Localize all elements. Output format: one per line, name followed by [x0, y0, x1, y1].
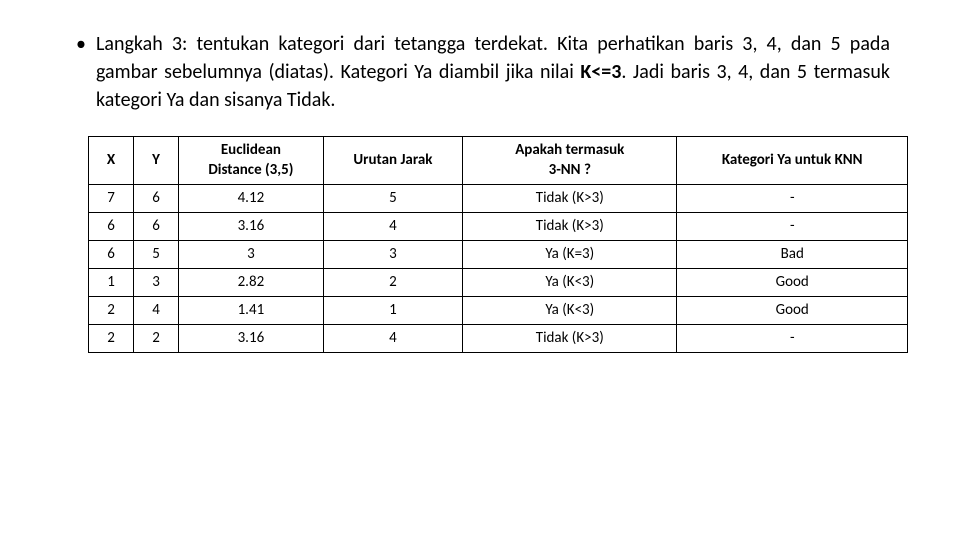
table-row: 663.164Tidak (K>3)- [89, 212, 908, 240]
th-e: EuclideanDistance (3,5) [179, 137, 324, 185]
td-y: 6 [134, 212, 179, 240]
th-x: X [89, 137, 134, 185]
knn-table: XYEuclideanDistance (3,5)Urutan JarakApa… [88, 136, 908, 353]
td-a: Tidak (K>3) [463, 184, 677, 212]
paragraph-bold: K<=3 [580, 60, 621, 84]
td-u: 4 [323, 212, 462, 240]
td-k: Bad [677, 240, 908, 268]
th-line2: Distance (3,5) [185, 160, 317, 180]
th-u: Urutan Jarak [323, 137, 462, 185]
table-row: 6533Ya (K=3)Bad [89, 240, 908, 268]
th-k: Kategori Ya untuk KNN [677, 137, 908, 185]
td-x: 2 [89, 324, 134, 352]
td-x: 6 [89, 212, 134, 240]
td-k: Good [677, 296, 908, 324]
td-x: 2 [89, 296, 134, 324]
td-k: - [677, 324, 908, 352]
table-row: 241.411Ya (K<3)Good [89, 296, 908, 324]
td-k: Good [677, 268, 908, 296]
td-y: 2 [134, 324, 179, 352]
bullet-marker: • [76, 30, 86, 58]
table-header-row: XYEuclideanDistance (3,5)Urutan JarakApa… [89, 137, 908, 185]
td-u: 1 [323, 296, 462, 324]
td-u: 3 [323, 240, 462, 268]
table-row: 132.822Ya (K<3)Good [89, 268, 908, 296]
th-a: Apakah termasuk3-NN ? [463, 137, 677, 185]
th-line2: 3-NN ? [469, 160, 670, 180]
th-y: Y [134, 137, 179, 185]
table-head: XYEuclideanDistance (3,5)Urutan JarakApa… [89, 137, 908, 185]
table-body: 764.125Tidak (K>3)-663.164Tidak (K>3)-65… [89, 184, 908, 352]
td-e: 3.16 [179, 212, 324, 240]
bullet-item: • Langkah 3: tentukan kategori dari teta… [70, 30, 890, 114]
td-a: Tidak (K>3) [463, 212, 677, 240]
step-paragraph: Langkah 3: tentukan kategori dari tetang… [96, 30, 890, 114]
td-k: - [677, 212, 908, 240]
td-k: - [677, 184, 908, 212]
td-y: 4 [134, 296, 179, 324]
td-y: 3 [134, 268, 179, 296]
td-e: 1.41 [179, 296, 324, 324]
td-x: 6 [89, 240, 134, 268]
td-e: 3.16 [179, 324, 324, 352]
td-a: Ya (K<3) [463, 268, 677, 296]
td-a: Ya (K=3) [463, 240, 677, 268]
td-x: 7 [89, 184, 134, 212]
td-a: Ya (K<3) [463, 296, 677, 324]
td-y: 6 [134, 184, 179, 212]
th-line1: Apakah termasuk [469, 140, 670, 160]
td-u: 2 [323, 268, 462, 296]
table-row: 223.164Tidak (K>3)- [89, 324, 908, 352]
th-line1: Euclidean [185, 140, 317, 160]
td-y: 5 [134, 240, 179, 268]
td-e: 2.82 [179, 268, 324, 296]
td-e: 3 [179, 240, 324, 268]
td-e: 4.12 [179, 184, 324, 212]
table-row: 764.125Tidak (K>3)- [89, 184, 908, 212]
td-a: Tidak (K>3) [463, 324, 677, 352]
td-u: 4 [323, 324, 462, 352]
td-x: 1 [89, 268, 134, 296]
td-u: 5 [323, 184, 462, 212]
